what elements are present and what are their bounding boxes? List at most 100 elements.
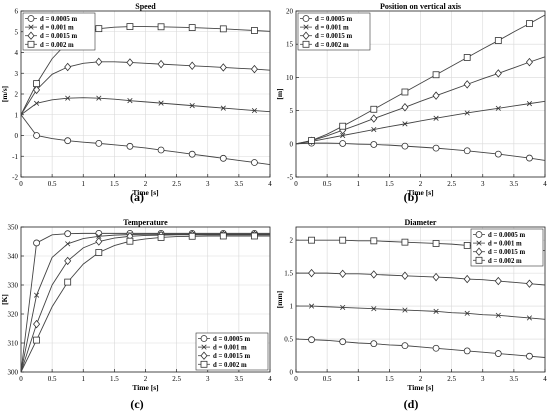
legend-label: d = 0.0005 m (40, 16, 77, 23)
series-line (20, 233, 270, 373)
data-point (494, 37, 502, 44)
data-point (432, 71, 440, 79)
data-point (464, 310, 470, 316)
data-point (339, 236, 347, 244)
data-point (526, 315, 533, 321)
data-point (33, 239, 40, 247)
data-point (433, 115, 439, 121)
data-point (95, 229, 103, 237)
legend-label: d = 0.0005 m (213, 336, 250, 343)
y-tick-label: 0 (290, 140, 294, 148)
data-point (250, 64, 258, 74)
y-tick-label: 1 (15, 111, 19, 119)
y-tick-label: 350 (8, 224, 19, 232)
legend-label: d = 0.001 m (213, 345, 247, 352)
chart-title: Position on vertical axis (380, 2, 461, 11)
x-tick-label: 1 (357, 180, 361, 188)
data-point (188, 61, 196, 71)
data-point (157, 59, 165, 69)
data-point (95, 249, 103, 256)
data-point (371, 126, 377, 133)
legend-label: d = 0.0005 m (488, 232, 525, 239)
data-point (370, 114, 378, 123)
y-tick-label: 0.5 (284, 336, 293, 344)
legend: d = 0.0005 m d = 0.001 md = 0.0015 m d = 0… (195, 332, 269, 371)
data-point (96, 95, 102, 101)
y-tick-label: -2 (12, 174, 18, 182)
data-point (33, 336, 40, 344)
data-point (526, 352, 533, 360)
data-point (95, 57, 103, 67)
x-tick-label: 0 (294, 180, 298, 188)
data-point (33, 319, 41, 329)
y-tick-label: 2 (290, 237, 294, 245)
x-tick-label: 3.5 (235, 180, 244, 188)
legend-label: d = 0.001 m (40, 25, 74, 32)
data-point (401, 103, 409, 112)
data-point (308, 268, 316, 278)
x-tick-label: 2 (144, 375, 148, 383)
x-tick-label: 1 (357, 375, 361, 383)
legend: d = 0.0005 m d = 0.001 md = 0.0015 m d = 0… (297, 12, 371, 51)
data-point (126, 58, 134, 67)
x-tick-label: 2.5 (172, 375, 181, 383)
data-point (220, 105, 226, 111)
chart-diameter: 0 0.5 1 1.5 2 2.5 3 3.5 4 0 0.5 1 1.5 2 Diameter Time [… (275, 218, 547, 392)
legend-label: d = 0.0015 m (315, 33, 352, 40)
data-point (308, 236, 315, 244)
y-tick-label: 4 (15, 49, 19, 57)
data-point (96, 233, 102, 239)
y-tick-label: 0 (290, 369, 294, 377)
data-point (525, 279, 533, 288)
data-point (64, 230, 72, 238)
data-point (157, 23, 165, 31)
x-tick-label: 0.5 (48, 375, 57, 383)
chart-title: Speed (135, 2, 156, 11)
series-line (20, 97, 271, 116)
data-point (370, 105, 378, 113)
series-line (20, 114, 271, 165)
data-point (370, 340, 378, 348)
data-point (526, 154, 533, 162)
x-tick-label: 0 (19, 180, 23, 188)
y-tick-label: 1 (290, 303, 294, 311)
data-point (95, 237, 103, 246)
series-3 (296, 268, 546, 288)
legend-label: d = 0.0015 m (213, 353, 250, 360)
legend-marker (200, 360, 208, 368)
data-point (433, 308, 439, 314)
data-point (432, 144, 440, 152)
data-point (251, 27, 258, 34)
data-point (157, 234, 165, 241)
data-point (157, 146, 165, 154)
series-line (20, 235, 270, 373)
data-point (339, 122, 347, 130)
data-point (463, 274, 471, 284)
data-point (494, 150, 502, 158)
y-tick-label: 320 (8, 311, 19, 319)
series-4 (20, 232, 270, 373)
data-point (33, 80, 40, 88)
y-tick-label: 0 (15, 132, 19, 140)
caption-b: (b) (404, 190, 419, 204)
data-point (33, 85, 41, 95)
data-point (402, 121, 408, 127)
legend-marker (475, 256, 483, 264)
x-tick-label: 3.5 (510, 375, 519, 383)
data-point (188, 24, 196, 32)
data-point (65, 241, 71, 247)
x-tick-label: 0.5 (323, 375, 332, 383)
series-line (295, 14, 546, 145)
legend-box (470, 228, 544, 267)
x-axis-label: Time [s] (132, 188, 158, 197)
data-point (158, 100, 164, 106)
x-tick-label: 2 (419, 375, 423, 383)
x-tick-label: 2 (144, 180, 148, 188)
chart-speed: 0 0.5 1 1.5 2 2.5 3 3.5 4 -2 -1 0 1 2 3 4 5 6 Speed Time [s… (0, 2, 272, 197)
data-point (65, 95, 71, 101)
data-point (308, 137, 315, 144)
legend-marker (27, 40, 35, 48)
data-point (33, 100, 40, 106)
data-point (401, 142, 409, 150)
series-1 (295, 336, 546, 360)
